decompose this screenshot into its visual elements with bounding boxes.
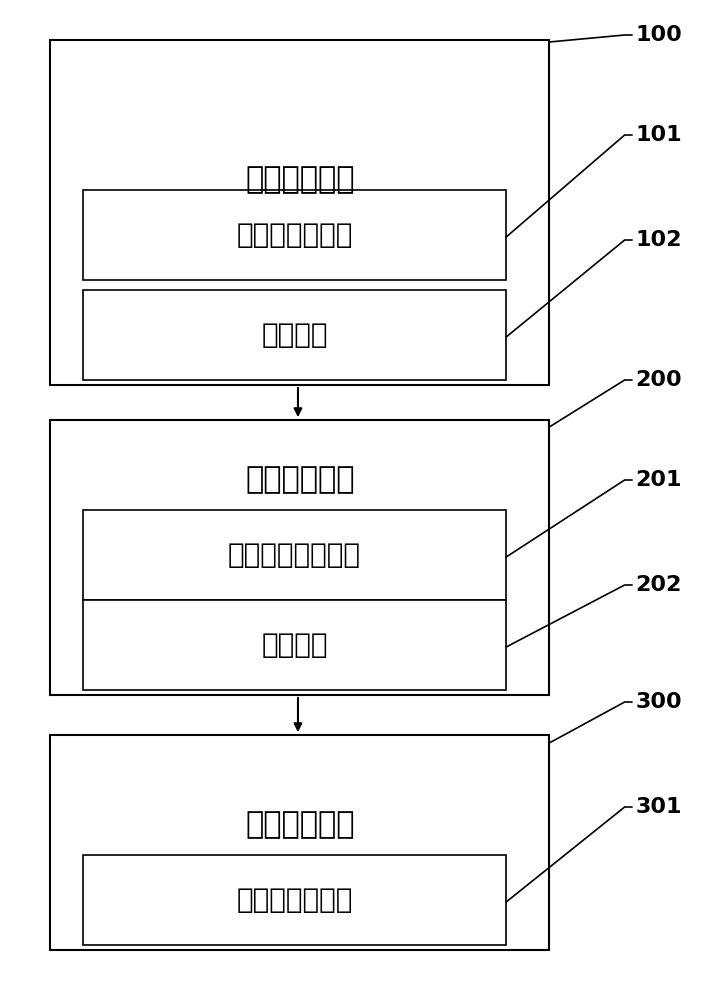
Text: 101: 101 [635,125,682,145]
Text: 202: 202 [635,575,682,595]
Text: 能量管理模块: 能量管理模块 [245,466,355,494]
Bar [83,190,506,280]
Text: 超级电容: 超级电容 [261,321,327,349]
Bar [83,290,506,380]
Bar [83,510,506,600]
Text: 100: 100 [635,25,682,45]
Text: 301: 301 [635,797,682,817]
Bar [50,735,549,950]
Text: 无线传感器节点: 无线传感器节点 [236,886,353,914]
Text: 稳压电路: 稳压电路 [261,631,327,659]
Bar [83,855,506,945]
Bar [50,420,549,695]
Bar [50,40,549,385]
Text: 201: 201 [635,470,682,490]
Bar [83,600,506,690]
Text: 能量存储模块: 能量存储模块 [245,165,355,194]
Text: 能量消耗模块: 能量消耗模块 [245,810,355,840]
Text: 300: 300 [635,692,682,712]
Text: 200: 200 [635,370,682,390]
Text: 充电控制开关电路: 充电控制开关电路 [228,541,361,569]
Text: 能量收集子模块: 能量收集子模块 [236,221,353,249]
Text: 102: 102 [635,230,682,250]
